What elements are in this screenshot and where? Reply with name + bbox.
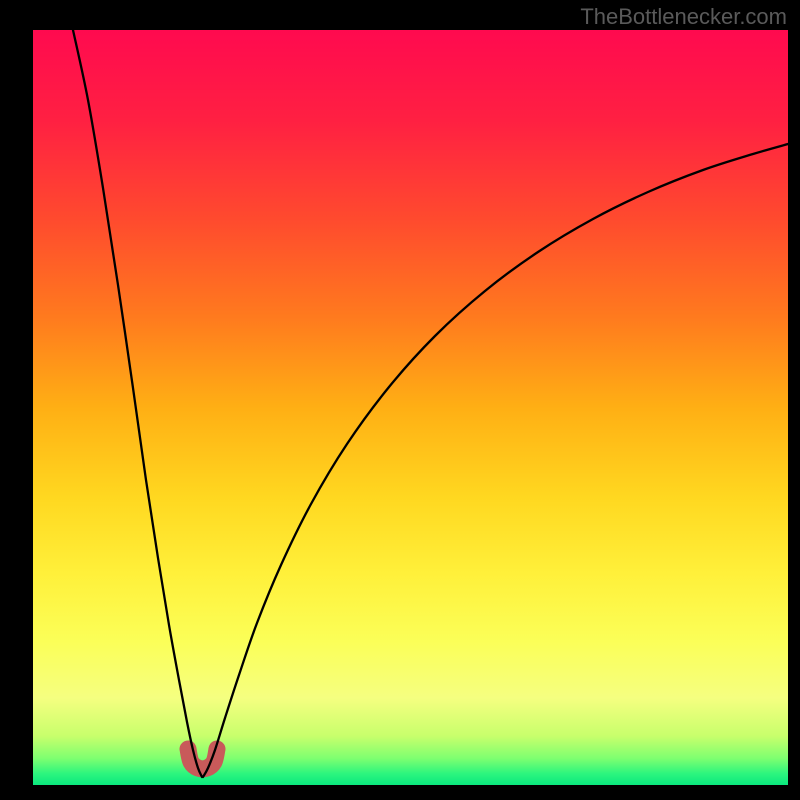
watermark-text: TheBottlenecker.com xyxy=(580,4,787,30)
frame-border xyxy=(0,0,33,800)
frame-border xyxy=(788,0,800,800)
frame-border xyxy=(0,785,800,800)
curve-left-branch xyxy=(73,30,202,777)
curve-svg xyxy=(33,30,788,785)
curve-right-branch xyxy=(203,144,788,777)
plot-area xyxy=(33,30,788,785)
